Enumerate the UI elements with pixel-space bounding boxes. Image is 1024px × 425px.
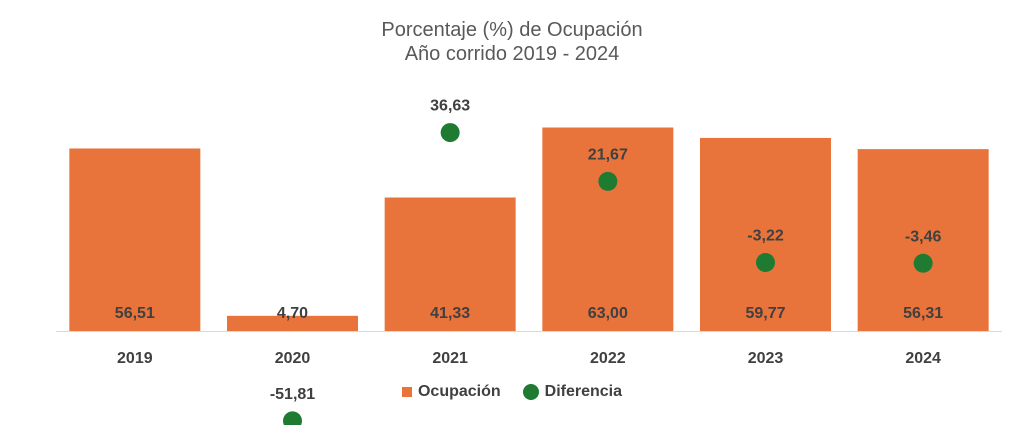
chart-title: Porcentaje (%) de Ocupación Año corrido … (0, 18, 1024, 66)
point-diferencia-2020 (283, 411, 302, 425)
bar-ocupacion-2023 (700, 137, 831, 331)
x-tick-2021: 2021 (432, 350, 468, 367)
legend-swatch-ocupacion (401, 387, 412, 397)
bar-label-2020: 4,70 (277, 305, 308, 322)
chart-legend: Ocupación Diferencia (0, 383, 1024, 401)
x-tick-2024: 2024 (905, 350, 941, 367)
point-diferencia-2022 (598, 171, 618, 191)
legend-label-diferencia: Diferencia (544, 383, 623, 400)
bar-label-2019: 56,51 (115, 305, 155, 322)
point-diferencia-2024 (913, 253, 933, 273)
point-diferencia-2023 (756, 252, 775, 272)
x-tick-2022: 2022 (590, 350, 626, 367)
point-label-2020: -51,81 (270, 386, 315, 403)
point-label-2023: -3,22 (747, 227, 784, 244)
bar-ocupacion-2022 (542, 127, 674, 331)
point-diferencia-2021 (440, 123, 460, 143)
point-label-2022: 21,67 (588, 146, 628, 163)
x-tick-2020: 2020 (275, 350, 311, 367)
legend-label-ocupacion: Ocupación (417, 383, 501, 400)
bar-label-2021: 41,33 (430, 305, 470, 322)
point-label-2024: -3,46 (905, 228, 942, 245)
bar-label-2023: 59,77 (745, 305, 785, 322)
bar-ocupacion-2019 (69, 148, 201, 331)
chart-subtitle-line: Año corrido 2019 - 2024 (404, 43, 620, 65)
bar-label-2022: 63,00 (588, 305, 628, 322)
chart-title-line: Porcentaje (%) de Ocupación (381, 19, 643, 41)
bar-ocupacion-2020 (227, 315, 358, 331)
bar-ocupacion-2021 (384, 197, 516, 331)
legend-swatch-diferencia (522, 384, 539, 400)
bar-ocupacion-2024 (857, 149, 989, 331)
bar-label-2024: 56,31 (903, 305, 943, 322)
legend-item-diferencia: Diferencia (522, 383, 623, 401)
x-tick-2023: 2023 (748, 350, 784, 367)
x-tick-2019: 2019 (117, 350, 153, 367)
legend-item-ocupacion: Ocupación (401, 383, 501, 401)
point-label-2021: 36,63 (430, 98, 470, 115)
